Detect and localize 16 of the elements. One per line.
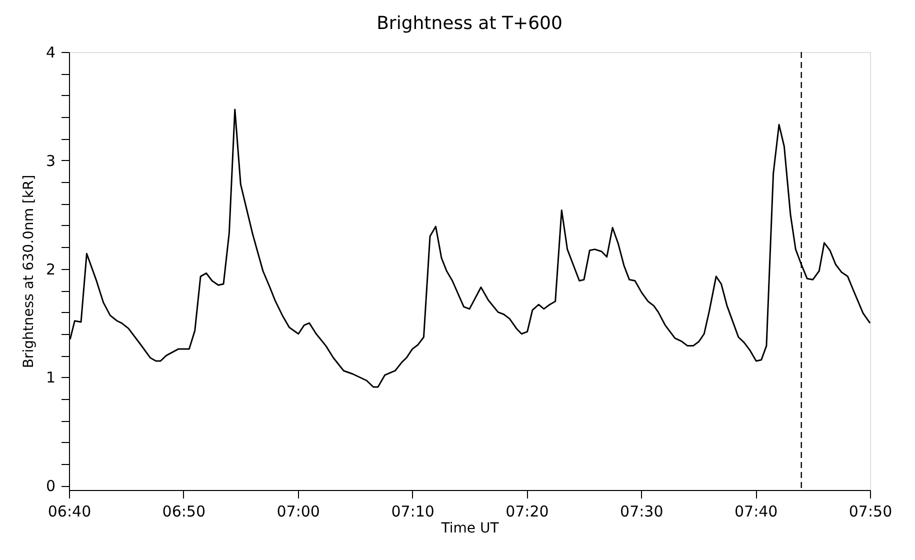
y-axis-title: Brightness at 630.0nm [kR] — [20, 174, 37, 368]
x-tick-label: 06:40 — [48, 502, 92, 520]
x-tick-label: 07:20 — [506, 502, 549, 520]
chart-title: Brightness at T+600 — [376, 13, 562, 34]
x-tick-label: 07:30 — [620, 502, 664, 520]
y-tick-label: 0 — [46, 477, 56, 496]
y-tick-label: 4 — [46, 44, 56, 62]
x-tick-label: 06:50 — [162, 502, 206, 520]
x-tick-label: 07:00 — [276, 502, 320, 520]
y-tick-label: 2 — [46, 260, 56, 278]
x-tick-label: 07:50 — [848, 502, 892, 520]
x-tick-label: 07:40 — [734, 502, 778, 520]
y-tick-label: 1 — [46, 368, 56, 387]
x-tick-label: 07:10 — [391, 502, 434, 520]
x-axis-title: Time UT — [440, 520, 500, 536]
y-tick-label: 3 — [46, 152, 56, 170]
